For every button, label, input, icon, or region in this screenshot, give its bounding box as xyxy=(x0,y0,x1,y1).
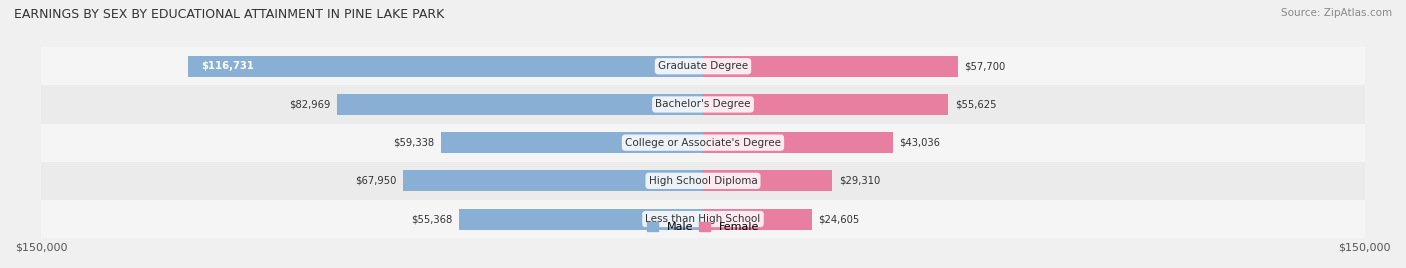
Bar xyxy=(703,170,832,191)
Text: $67,950: $67,950 xyxy=(356,176,396,186)
Bar xyxy=(703,56,957,77)
Text: Source: ZipAtlas.com: Source: ZipAtlas.com xyxy=(1281,8,1392,18)
Text: $57,700: $57,700 xyxy=(965,61,1005,71)
Bar xyxy=(703,94,949,115)
Text: $116,731: $116,731 xyxy=(201,61,254,71)
Text: EARNINGS BY SEX BY EDUCATIONAL ATTAINMENT IN PINE LAKE PARK: EARNINGS BY SEX BY EDUCATIONAL ATTAINMEN… xyxy=(14,8,444,21)
Bar xyxy=(41,47,1365,85)
Bar xyxy=(41,162,1365,200)
Bar xyxy=(41,200,1365,238)
Text: High School Diploma: High School Diploma xyxy=(648,176,758,186)
Text: $24,605: $24,605 xyxy=(818,214,859,224)
Text: $55,625: $55,625 xyxy=(955,99,997,109)
Text: $59,338: $59,338 xyxy=(394,138,434,148)
Text: $82,969: $82,969 xyxy=(290,99,330,109)
Text: $29,310: $29,310 xyxy=(839,176,880,186)
Bar xyxy=(703,132,893,153)
Text: College or Associate's Degree: College or Associate's Degree xyxy=(626,138,780,148)
Bar xyxy=(41,124,1365,162)
Bar xyxy=(703,209,811,230)
Bar xyxy=(337,94,703,115)
Bar xyxy=(188,56,703,77)
Text: Bachelor's Degree: Bachelor's Degree xyxy=(655,99,751,109)
Bar xyxy=(41,85,1365,124)
Bar xyxy=(404,170,703,191)
Text: Graduate Degree: Graduate Degree xyxy=(658,61,748,71)
Legend: Male, Female: Male, Female xyxy=(643,217,763,236)
Bar xyxy=(458,209,703,230)
Text: Less than High School: Less than High School xyxy=(645,214,761,224)
Bar xyxy=(441,132,703,153)
Text: $43,036: $43,036 xyxy=(900,138,941,148)
Text: $55,368: $55,368 xyxy=(411,214,453,224)
